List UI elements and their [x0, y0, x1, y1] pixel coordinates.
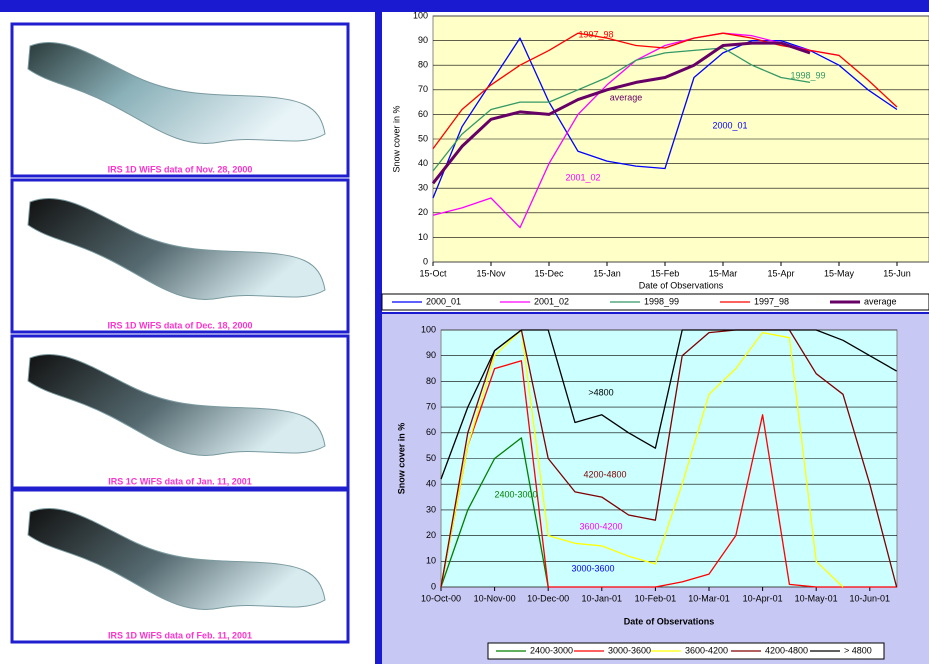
annotation: 4200-4800 — [583, 469, 626, 479]
x-tick-label: 15-Feb — [651, 268, 680, 278]
y-tick-label: 60 — [426, 427, 436, 437]
legend-label: 2000_01 — [426, 296, 461, 306]
x-tick-label: 15-Dec — [534, 268, 564, 278]
x-tick-label: 15-Mar — [709, 268, 738, 278]
image-caption: IRS 1D WiFS data of Nov. 28, 2000 — [108, 164, 253, 174]
x-tick-label: 10-Jun-01 — [850, 593, 891, 603]
annotation: >4800 — [588, 387, 613, 397]
annotation: 2001_02 — [565, 172, 600, 182]
annotation: 2400-3000 — [494, 489, 537, 499]
y-axis-title: Snow cover in % — [396, 423, 406, 495]
y-axis-title: Snow cover in % — [391, 105, 401, 172]
y-tick-label: 100 — [421, 324, 436, 334]
legend-label: 3000-3600 — [608, 645, 651, 655]
x-tick-label: 15-Nov — [476, 268, 506, 278]
y-tick-label: 10 — [418, 232, 428, 242]
y-tick-label: 70 — [426, 401, 436, 411]
annotation: average — [610, 92, 643, 102]
y-tick-label: 50 — [426, 453, 436, 463]
image-caption: IRS 1D WiFS data of Feb. 11, 2001 — [108, 630, 252, 640]
slide: IRS 1D WiFS data of Nov. 28, 2000 IRS 1D … — [0, 0, 929, 664]
y-tick-label: 30 — [418, 183, 428, 193]
y-tick-label: 0 — [423, 256, 428, 266]
y-tick-label: 90 — [426, 350, 436, 360]
x-tick-label: 15-Jun — [883, 268, 911, 278]
legend-label: 1998_99 — [644, 296, 679, 306]
x-tick-label: 10-May-01 — [795, 593, 838, 603]
y-tick-label: 40 — [418, 158, 428, 168]
y-tick-label: 30 — [426, 504, 436, 514]
annotation: 3000-3600 — [571, 563, 614, 573]
x-axis-title: Date of Observations — [624, 616, 715, 626]
y-tick-label: 10 — [426, 556, 436, 566]
x-tick-label: 10-Apr-01 — [743, 593, 783, 603]
annotation: 2000_01 — [712, 120, 747, 130]
annotation: 1998_99 — [790, 70, 825, 80]
x-tick-label: 15-May — [824, 268, 855, 278]
x-tick-label: 15-Jan — [593, 268, 621, 278]
y-tick-label: 20 — [418, 207, 428, 217]
x-tick-label: 10-Dec-00 — [527, 593, 569, 603]
legend-label: 4200-4800 — [765, 645, 808, 655]
image-caption: IRS 1D WiFS data of Dec. 18, 2000 — [108, 320, 253, 330]
legend-label: 2001_02 — [534, 296, 569, 306]
y-tick-label: 20 — [426, 530, 436, 540]
annotation: 3600-4200 — [579, 521, 622, 531]
image-caption: IRS 1C WiFS data of Jan. 11, 2001 — [108, 476, 251, 486]
legend-label: 2400-3000 — [530, 645, 573, 655]
legend-label: average — [864, 296, 897, 306]
y-tick-label: 50 — [418, 133, 428, 143]
x-tick-label: 10-Jan-01 — [582, 593, 623, 603]
legend-label: 1997_98 — [754, 296, 789, 306]
x-tick-label: 10-Feb-01 — [635, 593, 677, 603]
y-tick-label: 100 — [413, 10, 428, 20]
legend-label: > 4800 — [844, 645, 872, 655]
y-tick-label: 40 — [426, 479, 436, 489]
y-tick-label: 60 — [418, 109, 428, 119]
x-axis-title: Date of Observations — [639, 280, 724, 290]
annotation: 1997_98 — [578, 29, 613, 39]
y-tick-label: 70 — [418, 84, 428, 94]
y-tick-label: 80 — [418, 60, 428, 70]
x-tick-label: 10-Nov-00 — [474, 593, 516, 603]
x-tick-label: 15-Apr — [767, 268, 794, 278]
x-tick-label: 10-Oct-00 — [421, 593, 461, 603]
x-tick-label: 10-Mar-01 — [688, 593, 730, 603]
y-tick-label: 0 — [431, 581, 436, 591]
legend-label: 3600-4200 — [685, 645, 728, 655]
page: IRS 1D WiFS data of Nov. 28, 2000 IRS 1D … — [0, 0, 929, 664]
y-tick-label: 90 — [418, 35, 428, 45]
x-tick-label: 15-Oct — [419, 268, 447, 278]
y-tick-label: 80 — [426, 376, 436, 386]
